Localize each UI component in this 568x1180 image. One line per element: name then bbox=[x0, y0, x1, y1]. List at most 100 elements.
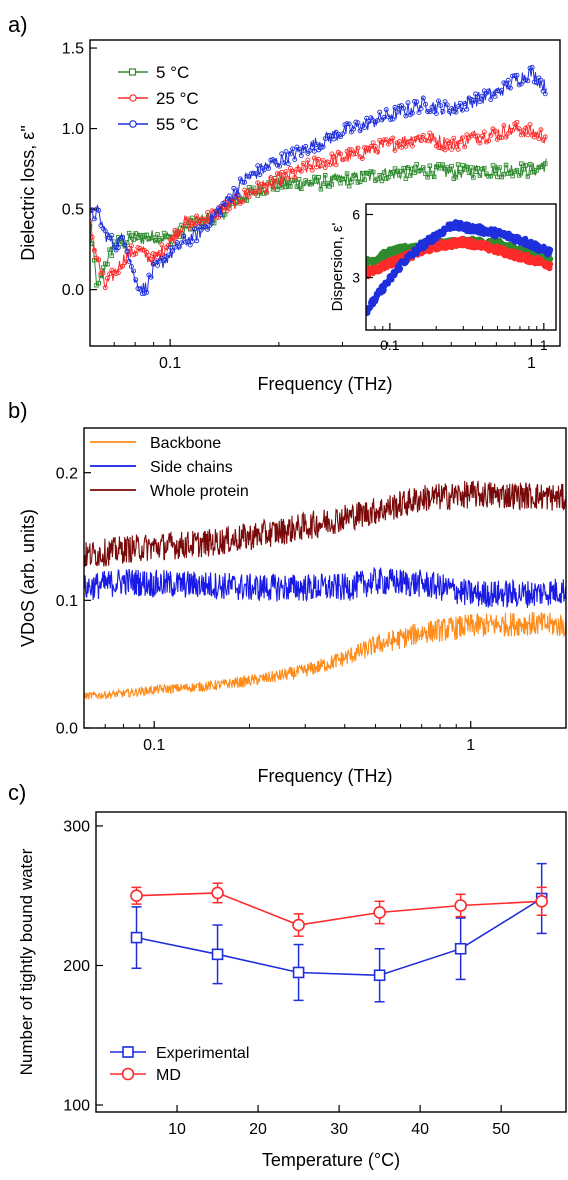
data-point bbox=[318, 186, 324, 192]
data-point bbox=[407, 173, 413, 178]
data-point bbox=[91, 247, 97, 253]
data-point bbox=[255, 163, 261, 169]
x-tick-label: 50 bbox=[492, 1121, 510, 1138]
data-point bbox=[344, 121, 350, 127]
data-point bbox=[257, 187, 263, 193]
data-point bbox=[538, 127, 544, 133]
data-point bbox=[229, 197, 235, 203]
legend-marker bbox=[129, 94, 137, 102]
data-point bbox=[355, 120, 361, 126]
data-point bbox=[294, 184, 300, 189]
data-point bbox=[455, 162, 461, 167]
data-point bbox=[507, 127, 513, 133]
data-point bbox=[351, 126, 357, 132]
data-point bbox=[542, 134, 548, 140]
inset-x-tick-label: 0.1 bbox=[380, 337, 400, 353]
data-point bbox=[401, 166, 406, 171]
data-point bbox=[438, 103, 444, 109]
data-point bbox=[473, 133, 479, 139]
data-point bbox=[161, 257, 167, 263]
data-point bbox=[342, 156, 348, 162]
data-point bbox=[294, 166, 300, 172]
data-point bbox=[240, 179, 245, 185]
y-tick-label: 0.2 bbox=[56, 465, 78, 482]
data-point bbox=[503, 81, 509, 87]
data-point bbox=[98, 270, 104, 276]
data-point bbox=[301, 148, 306, 153]
data-point bbox=[152, 259, 158, 265]
legend-label: 55 °C bbox=[156, 115, 199, 134]
data-point bbox=[272, 158, 278, 164]
data-point bbox=[425, 175, 430, 180]
plot-frame bbox=[89, 39, 561, 347]
data-point bbox=[482, 165, 487, 171]
data-point bbox=[481, 129, 487, 135]
data-point bbox=[360, 170, 365, 176]
data-point bbox=[397, 173, 402, 178]
data-point bbox=[431, 136, 437, 142]
data-point bbox=[290, 168, 296, 174]
x-axis-label: Temperature (°C) bbox=[262, 1150, 400, 1170]
data-point bbox=[331, 154, 337, 160]
y-tick-label: 0.5 bbox=[62, 202, 84, 219]
data-point bbox=[263, 189, 269, 195]
data-point bbox=[436, 98, 441, 104]
y-tick-label: 300 bbox=[63, 819, 90, 836]
data-point bbox=[133, 277, 139, 283]
data-point bbox=[340, 157, 346, 163]
x-tick-label: 1 bbox=[466, 737, 475, 754]
data-point bbox=[383, 137, 389, 143]
data-point bbox=[157, 250, 163, 256]
data-point bbox=[370, 169, 376, 175]
data-point bbox=[505, 77, 511, 83]
data-point bbox=[170, 235, 176, 241]
data-point bbox=[166, 234, 171, 239]
data-point bbox=[440, 109, 446, 114]
data-point bbox=[124, 248, 130, 254]
data-point bbox=[120, 263, 126, 269]
data-point bbox=[299, 186, 304, 191]
data-point bbox=[292, 175, 298, 181]
data-point bbox=[543, 161, 548, 166]
x-tick-label: 0.1 bbox=[143, 737, 165, 754]
data-point bbox=[277, 163, 282, 169]
legend-marker bbox=[122, 1046, 134, 1058]
data-point bbox=[442, 99, 448, 105]
data-point bbox=[357, 179, 363, 185]
data-point bbox=[311, 155, 317, 161]
data-point bbox=[211, 213, 217, 219]
data-point bbox=[344, 171, 350, 176]
data-point bbox=[409, 110, 415, 116]
data-point bbox=[148, 257, 154, 262]
data-point bbox=[486, 88, 492, 94]
data-point bbox=[135, 286, 141, 291]
data-point bbox=[346, 183, 352, 189]
data-point bbox=[527, 161, 533, 167]
data-point bbox=[523, 125, 529, 131]
data-point bbox=[477, 99, 483, 105]
data-point bbox=[364, 145, 370, 151]
data-point bbox=[346, 121, 352, 127]
data-point bbox=[353, 151, 359, 157]
data-point bbox=[516, 173, 522, 178]
inset-data-point bbox=[547, 246, 554, 253]
data-point bbox=[440, 162, 446, 167]
data-point bbox=[421, 165, 426, 170]
data-point bbox=[318, 145, 324, 151]
inset-chart: 0.1 1 3 6 Dispersion, ε' bbox=[329, 203, 557, 353]
data-point bbox=[159, 236, 165, 241]
inset-plot-area bbox=[366, 219, 554, 316]
data-point bbox=[403, 176, 409, 181]
data-point bbox=[90, 208, 93, 214]
data-point bbox=[444, 102, 450, 108]
plot-area bbox=[84, 480, 566, 701]
data-point bbox=[346, 147, 352, 153]
panel-b: b) 0.1 1 0.0 0.1 0.2 Frequency (THz) VDoS (arb.… bbox=[8, 398, 567, 786]
data-point bbox=[131, 237, 136, 242]
data-point bbox=[272, 179, 278, 185]
data-point bbox=[377, 109, 383, 115]
series-line bbox=[136, 897, 543, 977]
data-point bbox=[503, 134, 509, 140]
data-point bbox=[453, 141, 459, 147]
data-point bbox=[412, 170, 417, 175]
